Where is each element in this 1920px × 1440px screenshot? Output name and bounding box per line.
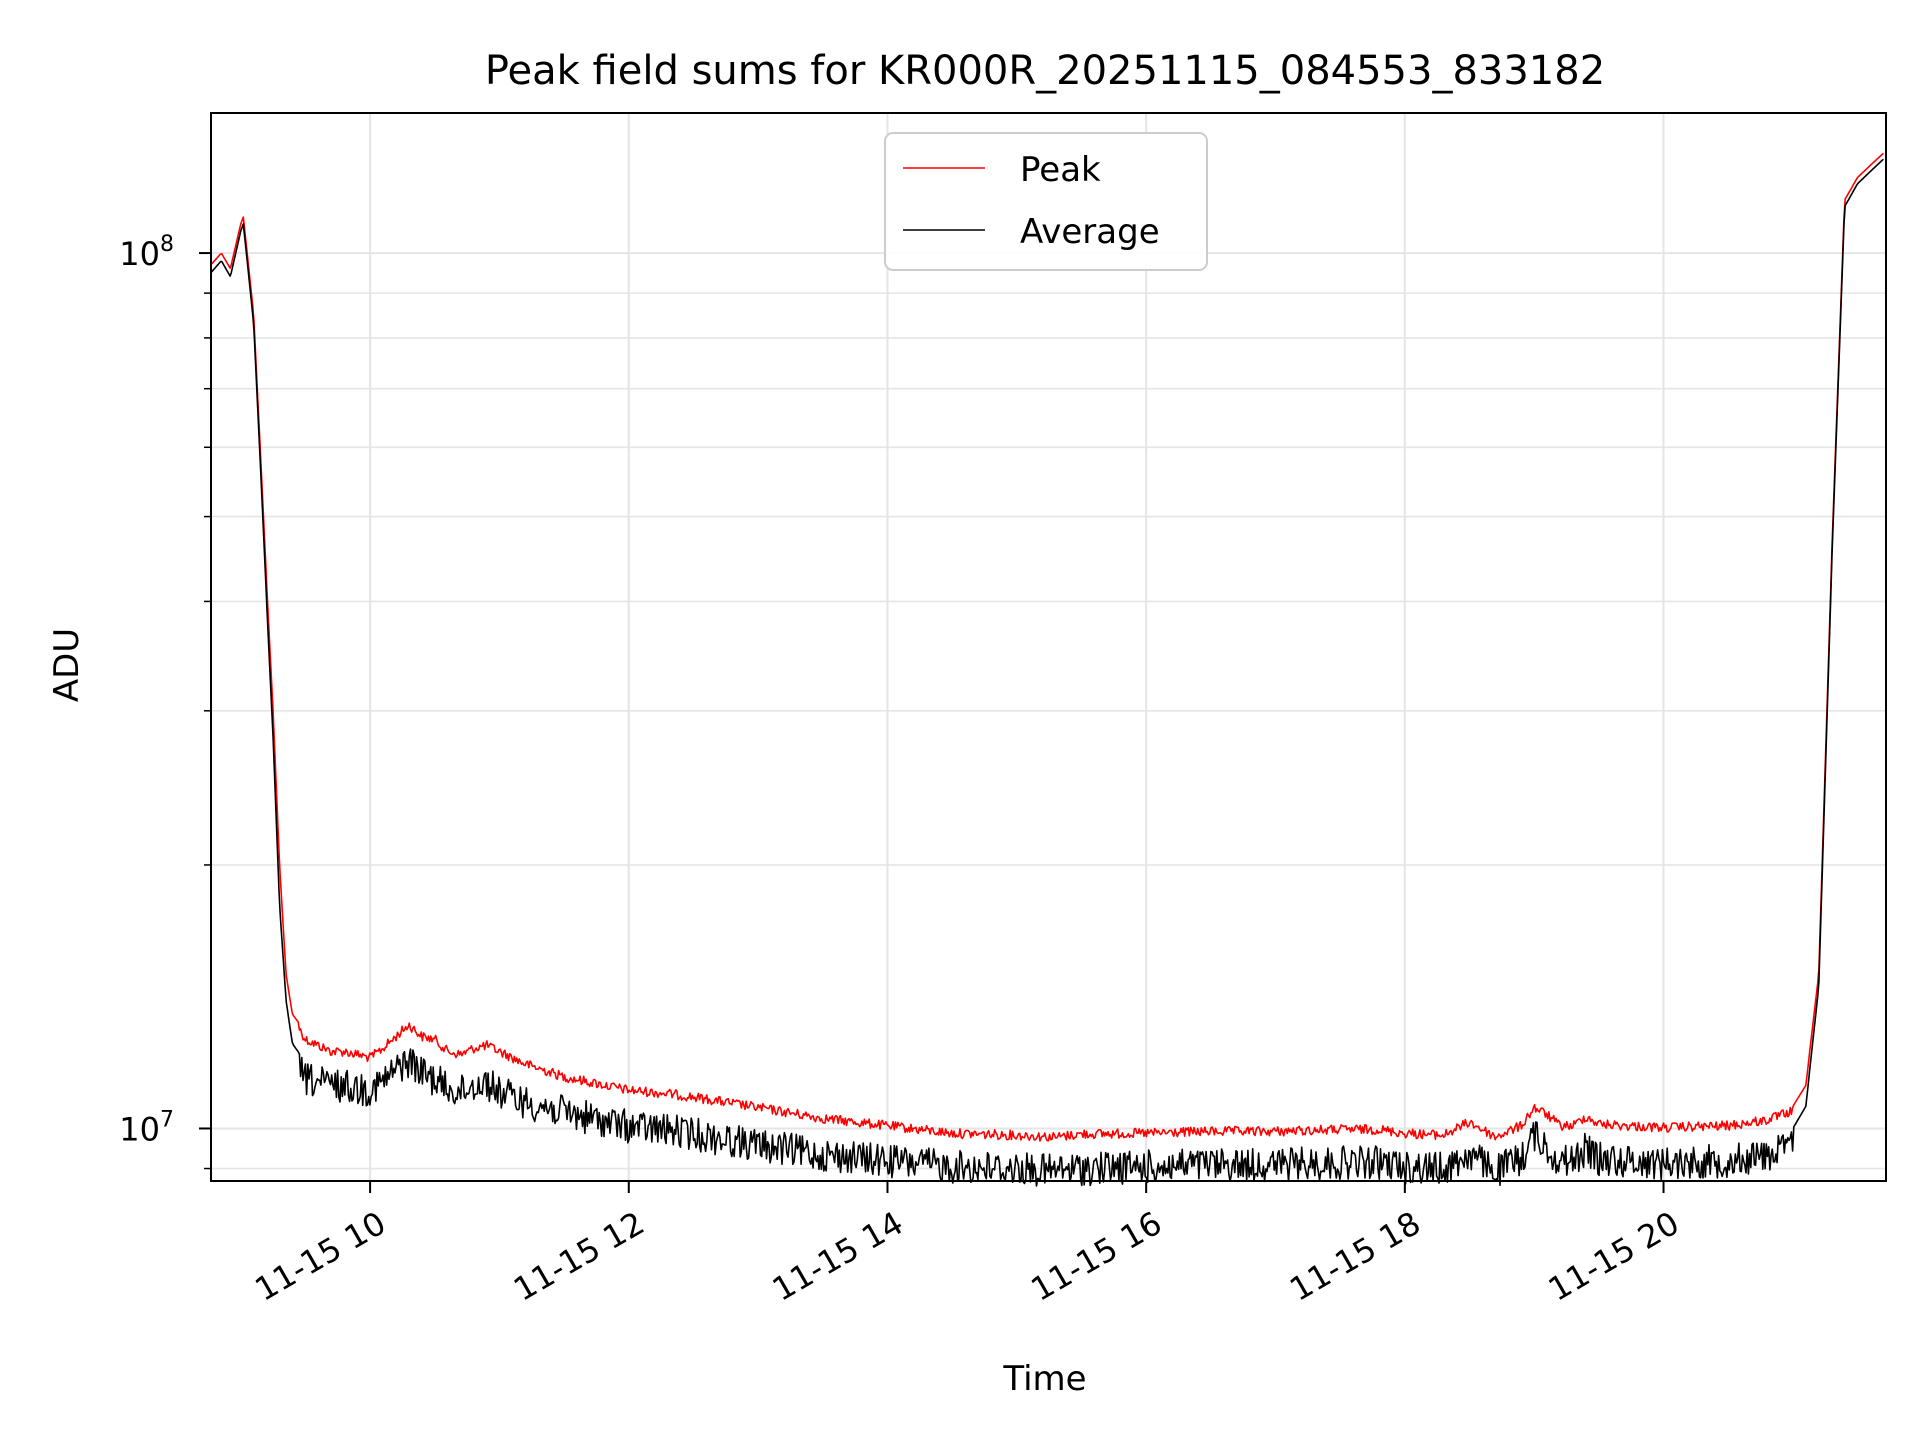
y-axis-label: ADU [47,628,87,702]
legend-average-label: Average [1020,212,1160,252]
chart-title: Peak field sums for KR000R_20251115_0845… [485,48,1605,94]
legend-peak-label: Peak [1020,150,1101,190]
series-line-peak [210,152,1884,1142]
series-line-average [210,158,1884,1187]
series-layer [210,152,1884,1187]
x-axis-label: Time [1002,1359,1086,1399]
legend: Peak Average [884,132,1208,271]
plot-frame [210,112,1887,1182]
y-tick-label: 108 [119,232,174,273]
